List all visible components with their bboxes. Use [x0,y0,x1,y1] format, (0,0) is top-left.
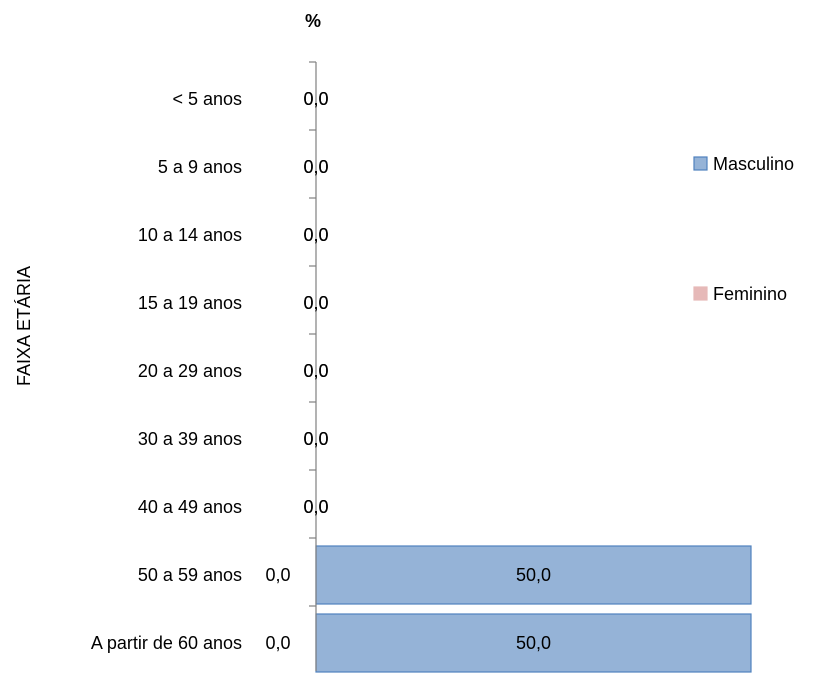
value-label-masculino: 0,0 [303,429,328,449]
bar-masculino [315,613,752,673]
value-label-masculino: 0,0 [303,361,328,381]
bars-masculino [315,545,752,673]
masculino-value-labels: 0,0 0,0 0,0 0,0 0,0 0,0 0,0 50,0 50,0 [303,89,551,653]
legend-swatch-feminino [693,286,708,301]
value-label-feminino: 0,0 [303,429,328,449]
value-label-feminino: 0,0 [303,157,328,177]
legend: Masculino Feminino [693,154,794,304]
category-label: < 5 anos [172,89,242,109]
value-label-masculino: 0,0 [303,89,328,109]
value-label-feminino: 0,0 [303,89,328,109]
legend-item-feminino: Feminino [693,284,787,304]
category-label: 50 a 59 anos [138,565,242,585]
value-label-feminino: 0,0 [265,565,290,585]
value-label-masculino: 0,0 [303,497,328,517]
feminino-value-labels: 0,0 0,0 0,0 0,0 0,0 0,0 0,0 0,0 0,0 [265,89,328,653]
category-label: 20 a 29 anos [138,361,242,381]
value-label-masculino: 50,0 [516,565,551,585]
value-label-masculino: 50,0 [516,633,551,653]
category-label: A partir de 60 anos [91,633,242,653]
y-axis-title: FAIXA ETÁRIA [14,266,34,386]
category-axis [309,61,317,671]
value-label-feminino: 0,0 [303,293,328,313]
category-label: 10 a 14 anos [138,225,242,245]
legend-swatch-masculino [693,156,708,171]
legend-item-masculino: Masculino [693,154,794,174]
value-label-masculino: 0,0 [303,225,328,245]
unit-label: % [305,11,321,31]
value-label-masculino: 0,0 [303,157,328,177]
legend-label-feminino: Feminino [713,284,787,304]
category-labels: < 5 anos 5 a 9 anos 10 a 14 anos 15 a 19 an… [91,89,242,653]
value-label-feminino: 0,0 [303,361,328,381]
bar-masculino [315,545,752,605]
value-label-masculino: 0,0 [303,293,328,313]
category-label: 40 a 49 anos [138,497,242,517]
category-label: 5 a 9 anos [158,157,242,177]
value-label-feminino: 0,0 [303,497,328,517]
value-label-feminino: 0,0 [303,225,328,245]
category-label: 15 a 19 anos [138,293,242,313]
legend-label-masculino: Masculino [713,154,794,174]
category-label: 30 a 39 anos [138,429,242,449]
value-label-feminino: 0,0 [265,633,290,653]
